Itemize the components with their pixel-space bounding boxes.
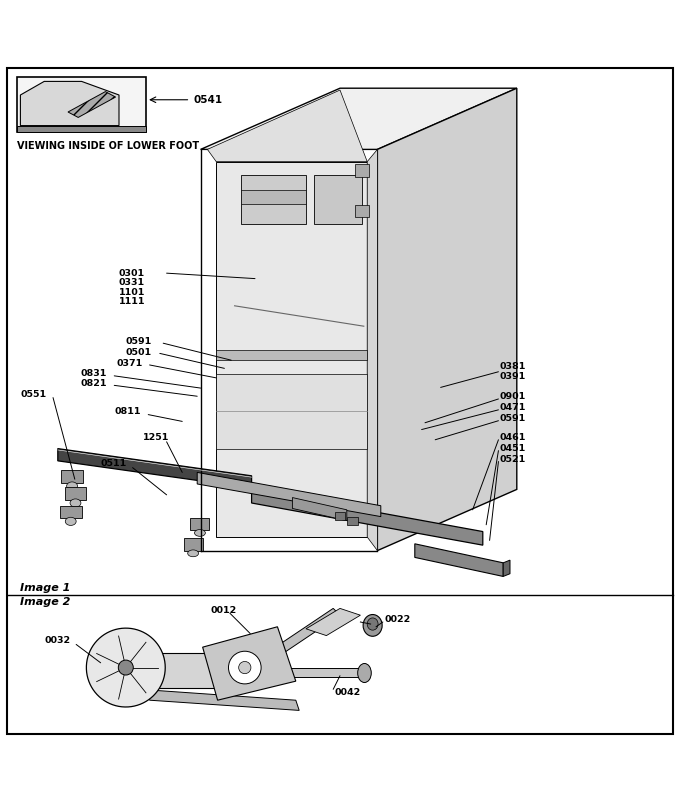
Text: 0521: 0521: [500, 455, 526, 464]
Text: 1111: 1111: [119, 298, 146, 306]
Bar: [355, 205, 369, 217]
Text: VIEWING INSIDE OF LOWER FOOT: VIEWING INSIDE OF LOWER FOOT: [17, 141, 199, 152]
Bar: [184, 538, 203, 551]
Polygon shape: [367, 149, 377, 551]
Ellipse shape: [67, 482, 78, 490]
Text: Image 1: Image 1: [20, 583, 71, 593]
Text: 0551: 0551: [20, 390, 46, 399]
Text: 0461: 0461: [500, 433, 526, 442]
Polygon shape: [216, 350, 367, 360]
Bar: [347, 516, 358, 525]
Bar: [243, 668, 362, 677]
Polygon shape: [415, 544, 503, 577]
Text: 0012: 0012: [211, 606, 237, 615]
Text: 0591: 0591: [500, 414, 526, 423]
Ellipse shape: [118, 660, 133, 675]
Polygon shape: [377, 88, 517, 551]
Bar: [241, 190, 306, 204]
Polygon shape: [58, 448, 252, 488]
Ellipse shape: [188, 550, 199, 557]
Text: 0501: 0501: [126, 347, 152, 357]
Text: 0901: 0901: [500, 392, 526, 402]
Polygon shape: [201, 88, 517, 149]
Ellipse shape: [194, 529, 205, 537]
Polygon shape: [197, 472, 381, 516]
Bar: [17, 77, 146, 132]
Ellipse shape: [228, 651, 261, 684]
Text: Image 2: Image 2: [20, 597, 71, 607]
Text: 0831: 0831: [80, 369, 107, 379]
Ellipse shape: [65, 517, 76, 525]
Text: 0371: 0371: [117, 359, 143, 368]
Polygon shape: [306, 609, 360, 636]
Polygon shape: [68, 91, 116, 117]
Polygon shape: [292, 497, 347, 520]
Bar: [335, 512, 345, 520]
Polygon shape: [277, 609, 340, 653]
Polygon shape: [216, 162, 367, 537]
Text: 1251: 1251: [143, 433, 169, 442]
Text: 0022: 0022: [384, 615, 411, 625]
Text: 0471: 0471: [500, 403, 526, 412]
Text: 0811: 0811: [114, 407, 141, 416]
Bar: [61, 470, 83, 483]
Polygon shape: [20, 81, 119, 126]
Bar: [65, 488, 86, 500]
Text: 0451: 0451: [500, 444, 526, 453]
Polygon shape: [203, 626, 296, 700]
Polygon shape: [207, 90, 367, 162]
Polygon shape: [503, 560, 510, 577]
Polygon shape: [216, 374, 367, 448]
Bar: [355, 164, 369, 176]
Ellipse shape: [70, 499, 81, 507]
Polygon shape: [150, 690, 299, 711]
Bar: [17, 126, 146, 132]
Text: 0301: 0301: [119, 269, 145, 277]
Text: 1101: 1101: [119, 288, 146, 297]
Text: 0032: 0032: [44, 636, 70, 645]
Bar: [60, 506, 82, 518]
Ellipse shape: [358, 663, 371, 683]
Text: 0541: 0541: [194, 95, 223, 105]
Text: 0331: 0331: [119, 278, 145, 287]
Bar: [190, 518, 209, 530]
Text: 0591: 0591: [126, 337, 152, 346]
Text: 0821: 0821: [80, 379, 107, 388]
Polygon shape: [252, 489, 483, 545]
Bar: [153, 653, 218, 688]
Polygon shape: [86, 628, 165, 707]
Bar: [241, 176, 306, 225]
Text: 0391: 0391: [500, 372, 526, 381]
Text: 0381: 0381: [500, 363, 526, 371]
Ellipse shape: [367, 618, 378, 630]
Bar: [314, 176, 362, 225]
Text: 0042: 0042: [335, 687, 361, 697]
Ellipse shape: [239, 662, 251, 674]
Text: 0511: 0511: [101, 459, 127, 468]
Ellipse shape: [363, 614, 382, 636]
